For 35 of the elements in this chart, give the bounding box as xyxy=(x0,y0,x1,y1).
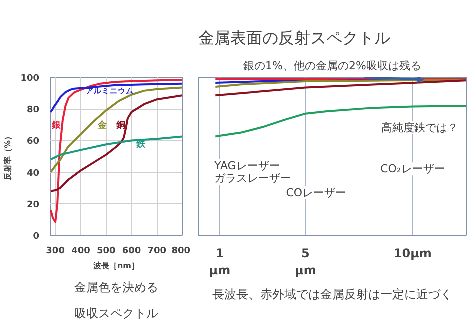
y-tick-label: 80 xyxy=(26,106,40,116)
y-axis-title: 反射率（%） xyxy=(2,132,13,182)
x-tick-label: 700 xyxy=(148,246,167,256)
annotation: CO₂レーザー xyxy=(380,162,446,176)
y-tick-label: 100 xyxy=(20,74,40,84)
line-series xyxy=(50,94,182,192)
annotation: 銀の1%、他の金属の2%吸収は残る xyxy=(244,60,422,72)
text: 金属色を決める xyxy=(74,280,158,294)
annotation: YAGレーザー xyxy=(214,159,280,172)
series-label: 金 xyxy=(97,120,108,132)
x-tick-label: 5 μm xyxy=(295,246,316,278)
series-label: 銅 xyxy=(116,120,126,132)
y-tick-label: 20 xyxy=(26,200,40,210)
x-tick-label: 400 xyxy=(72,246,90,256)
text: 吸収スペクトル xyxy=(74,306,158,320)
line-series xyxy=(50,136,182,161)
x-tick-label: 600 xyxy=(122,246,142,256)
line-series xyxy=(50,79,182,224)
annotation: 高純度鉄では？ xyxy=(381,122,458,135)
text: 長波長、赤外域では金属反射は一定に近づく xyxy=(212,288,452,302)
x-tick-label: 300 xyxy=(46,246,65,256)
x-axis-title: 波長［nm］ xyxy=(92,262,140,270)
annotation: ガラスレーザー xyxy=(214,172,292,186)
y-tick-label: 40 xyxy=(26,168,40,179)
line-series xyxy=(50,82,182,114)
x-tick-label: 500 xyxy=(96,246,116,256)
x-tick-label: 800 xyxy=(172,246,191,256)
x-tick-label: 1 μm xyxy=(209,246,231,278)
line-series xyxy=(50,86,182,174)
chart-title: 金属表面の反射スペクトル xyxy=(198,28,390,48)
y-tick-label: 60 xyxy=(26,137,40,148)
annotation: COレーザー xyxy=(286,186,347,200)
x-tick-label: 10μm xyxy=(394,246,432,260)
y-tick-label: 0 xyxy=(33,232,40,242)
series-label: 銀 xyxy=(50,120,62,132)
